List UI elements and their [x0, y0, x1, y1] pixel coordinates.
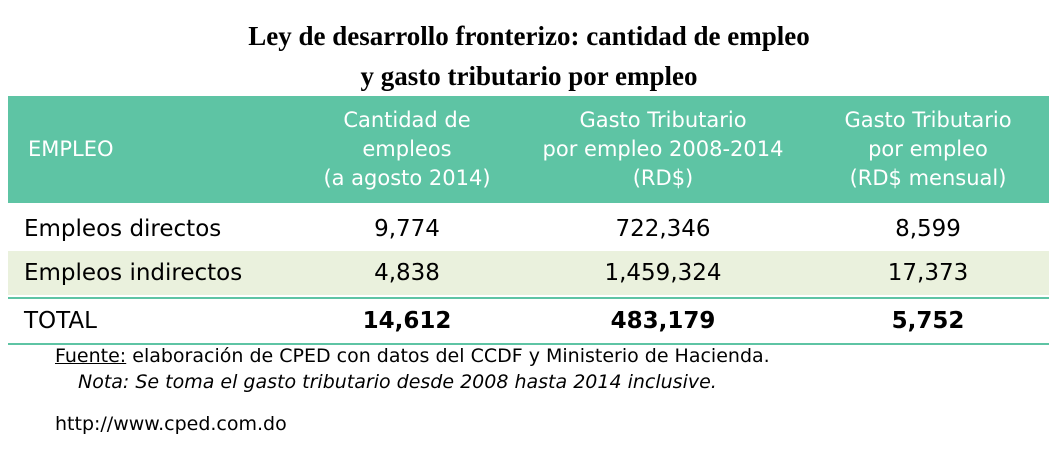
source-label: Fuente:	[55, 345, 127, 367]
footnote: Nota: Se toma el gasto tributario desde …	[78, 371, 717, 393]
source-text: elaboración de CPED con datos del CCDF y…	[126, 345, 770, 367]
table-row-total: TOTAL 14,612 483,179 5,752	[8, 299, 1049, 343]
header-line: EMPLEO	[28, 137, 114, 161]
website-url: http://www.cped.com.do	[55, 413, 287, 435]
header-line: (a agosto 2014)	[323, 166, 491, 190]
row-label: TOTAL	[24, 308, 97, 334]
cell-cantidad: 4,838	[374, 260, 440, 286]
table-row-directos: Empleos directos 9,774 722,346 8,599	[8, 207, 1049, 251]
header-gasto-mensual: Gasto Tributario por empleo (RD$ mensual…	[807, 96, 1049, 203]
header-line: Gasto Tributario	[844, 108, 1012, 132]
table-header: EMPLEO Cantidad de empleos (a agosto 201…	[8, 96, 1049, 203]
table-row-indirectos: Empleos indirectos 4,838 1,459,324 17,37…	[8, 251, 1049, 295]
cell-cantidad: 14,612	[362, 308, 452, 334]
cell-gasto-total: 722,346	[615, 216, 711, 242]
header-line: (RD$)	[632, 166, 694, 190]
table-title-line-1: Ley de desarrollo fronterizo: cantidad d…	[248, 21, 810, 51]
total-divider-top	[8, 297, 1049, 299]
cell-cantidad: 9,774	[374, 216, 440, 242]
source-note: Fuente: elaboración de CPED con datos de…	[55, 344, 770, 368]
header-empleo: EMPLEO	[8, 96, 295, 203]
header-line: por empleo	[868, 137, 988, 161]
header-cantidad: Cantidad de empleos (a agosto 2014)	[295, 96, 519, 203]
table-title-line-2: y gasto tributario por empleo	[360, 61, 698, 91]
cell-gasto-mensual: 5,752	[891, 308, 965, 334]
header-line: por empleo 2008-2014	[542, 137, 784, 161]
cell-gasto-mensual: 8,599	[895, 216, 961, 242]
header-gasto-total: Gasto Tributario por empleo 2008-2014 (R…	[519, 96, 807, 203]
row-label: Empleos directos	[24, 216, 222, 242]
total-divider-bottom	[8, 343, 1049, 345]
header-line: empleos	[362, 137, 452, 161]
header-line: (RD$ mensual)	[849, 166, 1007, 190]
cell-gasto-total: 1,459,324	[604, 260, 722, 286]
row-label: Empleos indirectos	[24, 260, 243, 286]
header-line: Cantidad de	[343, 108, 471, 132]
cell-gasto-mensual: 17,373	[887, 260, 969, 286]
cell-gasto-total: 483,179	[610, 308, 716, 334]
employment-table: EMPLEO Cantidad de empleos (a agosto 201…	[8, 96, 1049, 345]
header-line: Gasto Tributario	[579, 108, 747, 132]
